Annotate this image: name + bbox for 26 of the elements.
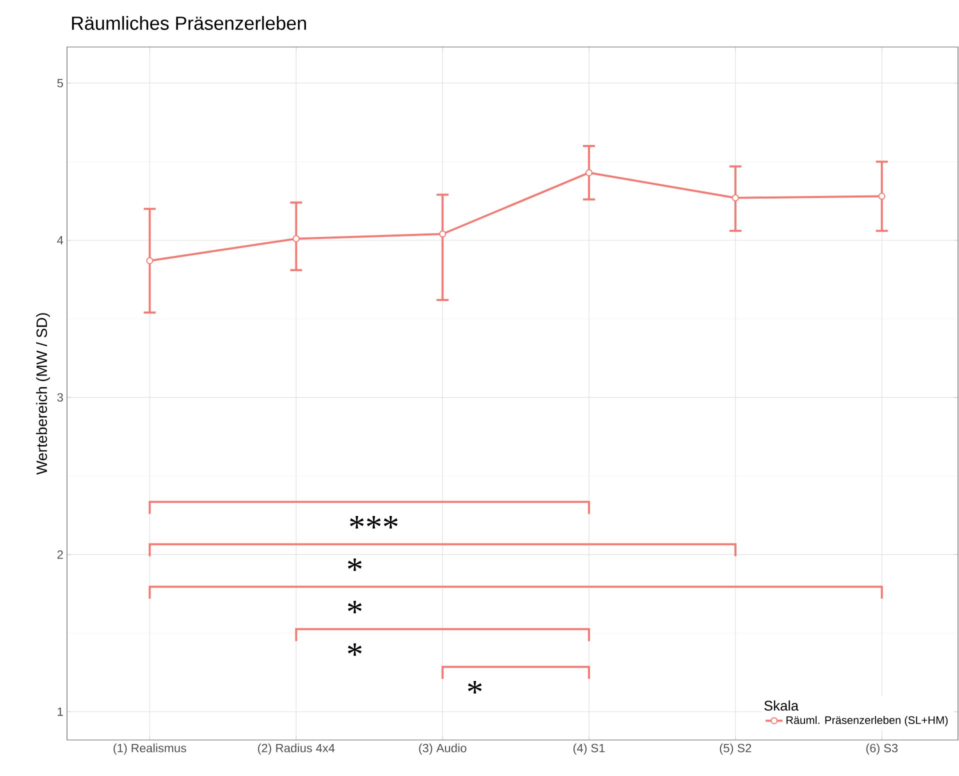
x-tick-label: (3) Audio	[419, 744, 466, 755]
annotation: ***	[350, 516, 398, 528]
annotation: *	[348, 558, 362, 571]
annotation: *	[348, 643, 362, 656]
x-tick-label: (6) S3	[866, 744, 898, 755]
legend-label: Räuml. Präsenzerleben (SL+HM)	[786, 716, 948, 726]
annotation: *	[348, 600, 362, 614]
y-axis-title: Wertebereich (MW / SD)	[36, 313, 50, 475]
point	[878, 192, 886, 200]
annotation: *	[468, 681, 482, 694]
chart-title: Räumliches Präsenzerleben	[72, 16, 306, 30]
y-tick-label: 4	[57, 236, 64, 244]
point	[146, 257, 154, 264]
legend-title: Skala	[764, 700, 799, 711]
point	[732, 194, 739, 202]
point	[586, 169, 593, 176]
x-tick-label: (5) S2	[720, 744, 752, 755]
y-tick-label: 5	[57, 78, 63, 88]
x-tick-label: (2) Radius 4x4	[258, 744, 335, 755]
y-tick-label: 2	[57, 550, 63, 559]
point	[292, 235, 300, 242]
y-tick-label: 3	[57, 393, 63, 402]
x-tick-label: (4) S1	[573, 744, 605, 755]
y-tick-label: 1	[58, 708, 63, 716]
x-tick-label: (1) Realismus	[114, 744, 186, 755]
point	[439, 230, 446, 238]
